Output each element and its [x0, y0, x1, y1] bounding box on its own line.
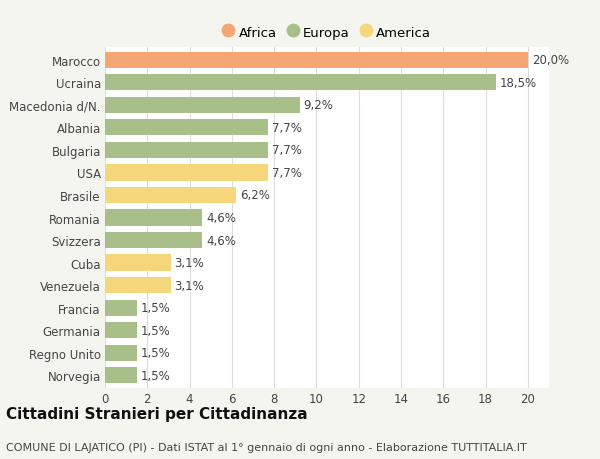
Bar: [105, 210, 202, 226]
Text: 4,6%: 4,6%: [206, 212, 236, 224]
Text: 6,2%: 6,2%: [240, 189, 270, 202]
Bar: [105, 165, 268, 181]
Bar: [105, 120, 268, 136]
Bar: [105, 52, 528, 69]
Bar: [105, 322, 137, 339]
Text: 9,2%: 9,2%: [304, 99, 333, 112]
Bar: [105, 232, 202, 249]
Bar: [105, 142, 268, 159]
Text: 3,1%: 3,1%: [175, 279, 204, 292]
Text: 18,5%: 18,5%: [500, 77, 537, 90]
Text: 7,7%: 7,7%: [272, 144, 301, 157]
Bar: [105, 75, 496, 91]
Text: 7,7%: 7,7%: [272, 122, 301, 134]
Bar: [105, 187, 236, 204]
Bar: [105, 300, 137, 316]
Legend: Africa, Europa, America: Africa, Europa, America: [217, 21, 437, 45]
Bar: [105, 277, 170, 294]
Bar: [105, 345, 137, 361]
Text: 20,0%: 20,0%: [532, 54, 569, 67]
Bar: [105, 97, 299, 114]
Text: 3,1%: 3,1%: [175, 257, 204, 269]
Text: 1,5%: 1,5%: [140, 347, 170, 359]
Text: 1,5%: 1,5%: [140, 302, 170, 314]
Bar: [105, 367, 137, 384]
Text: COMUNE DI LAJATICO (PI) - Dati ISTAT al 1° gennaio di ogni anno - Elaborazione T: COMUNE DI LAJATICO (PI) - Dati ISTAT al …: [6, 442, 527, 452]
Text: 4,6%: 4,6%: [206, 234, 236, 247]
Text: 1,5%: 1,5%: [140, 369, 170, 382]
Text: 7,7%: 7,7%: [272, 167, 301, 179]
Text: Cittadini Stranieri per Cittadinanza: Cittadini Stranieri per Cittadinanza: [6, 406, 308, 421]
Text: 1,5%: 1,5%: [140, 324, 170, 337]
Bar: [105, 255, 170, 271]
